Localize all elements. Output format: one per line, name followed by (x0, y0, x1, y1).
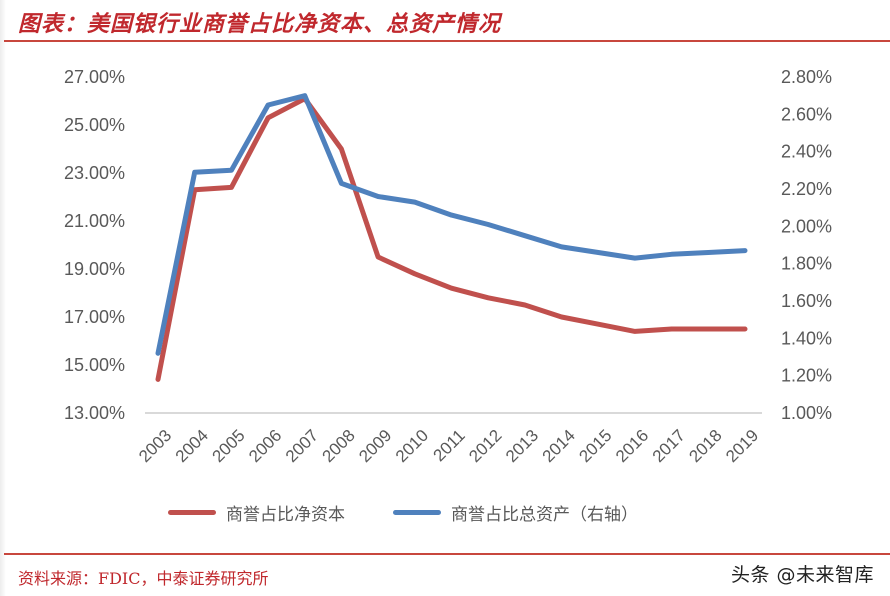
series-line-net-capital (155, 96, 748, 382)
x-tick-label: 2010 (392, 426, 432, 466)
right-y-tick-label: 1.40% (781, 328, 832, 348)
right-y-tick-label: 2.00% (781, 216, 832, 236)
left-edge-shade (0, 0, 6, 596)
series-lines (155, 93, 748, 382)
left-y-tick-label: 21.00% (64, 211, 125, 231)
right-y-tick-label: 2.80% (781, 67, 832, 87)
x-tick-label: 2015 (575, 426, 615, 466)
x-tick-label: 2014 (539, 426, 579, 466)
left-y-tick-label: 17.00% (64, 307, 125, 327)
legend-swatch-red (168, 510, 216, 515)
left-y-tick-label: 13.00% (64, 403, 125, 423)
x-tick-label: 2006 (245, 426, 285, 466)
source-note: 资料来源：FDIC，中泰证券研究所 (18, 569, 269, 588)
x-tick-label: 2019 (722, 426, 762, 466)
chart-title: 图表：美国银行业商誉占比净资本、总资产情况 (18, 11, 502, 37)
series-line-total-assets (155, 93, 748, 356)
right-y-tick-label: 1.60% (781, 291, 832, 311)
x-axis: 2003200420052006200720082009201020112012… (135, 426, 762, 466)
x-tick-label: 2016 (612, 426, 652, 466)
legend-swatch-blue (393, 510, 441, 515)
left-y-tick-label: 23.00% (64, 163, 125, 183)
legend: 商誉占比净资本 商誉占比总资产（右轴） (168, 500, 686, 525)
x-tick-label: 2018 (685, 426, 725, 466)
x-tick-label: 2008 (319, 426, 359, 466)
title-divider (4, 40, 890, 42)
left-y-axis: 27.00% 25.00% 23.00% 21.00% 19.00% 17.00% 15.0… (64, 67, 125, 423)
right-y-tick-label: 1.20% (781, 366, 832, 386)
right-y-tick-label: 1.00% (781, 403, 832, 423)
x-tick-label: 2017 (649, 426, 689, 466)
legend-label: 商誉占比总资产（右轴） (451, 505, 638, 525)
x-tick-label: 2013 (502, 426, 542, 466)
left-y-tick-label: 27.00% (64, 67, 125, 87)
x-tick-label: 2005 (209, 426, 249, 466)
left-y-tick-label: 19.00% (64, 259, 125, 279)
x-tick-label: 2012 (465, 426, 505, 466)
footer-divider (4, 553, 890, 555)
x-tick-label: 2009 (355, 426, 395, 466)
left-y-tick-label: 25.00% (64, 115, 125, 135)
legend-item-net-capital: 商誉占比净资本 (168, 500, 345, 525)
x-tick-label: 2004 (172, 426, 212, 466)
x-tick-label: 2003 (135, 426, 175, 466)
watermark: 头条 @未来智库 (730, 564, 874, 586)
legend-label: 商誉占比净资本 (226, 505, 345, 525)
right-y-axis: 2.80% 2.60% 2.40% 2.20% 2.00% 1.80% 1.60% 1.40%… (781, 67, 832, 423)
right-y-tick-label: 2.40% (781, 142, 832, 162)
left-y-tick-label: 15.00% (64, 355, 125, 375)
right-y-tick-label: 2.20% (781, 179, 832, 199)
x-tick-label: 2007 (282, 426, 322, 466)
right-y-tick-label: 2.60% (781, 104, 832, 124)
right-y-tick-label: 1.80% (781, 254, 832, 274)
legend-item-total-assets: 商誉占比总资产（右轴） (393, 500, 638, 525)
x-tick-label: 2011 (430, 426, 469, 465)
